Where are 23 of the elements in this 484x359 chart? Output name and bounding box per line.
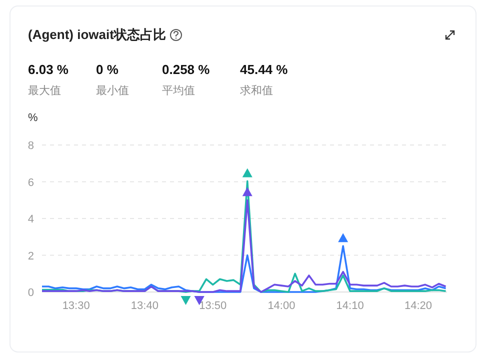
chart-title: (Agent) iowait状态占比 xyxy=(28,27,166,42)
y-tick-label: 0 xyxy=(28,287,34,299)
text: 求和值 xyxy=(240,84,273,97)
text: 平均值 xyxy=(162,85,195,97)
x-tick-label: 14:10 xyxy=(336,300,364,312)
y-axis-title: % xyxy=(28,112,38,124)
x-tick-label: 13:50 xyxy=(199,300,227,312)
x-tick-label: 13:40 xyxy=(130,300,158,312)
line-series xyxy=(41,245,447,293)
text: 0 % xyxy=(96,62,119,77)
text: 0.258 % xyxy=(162,62,210,77)
text: 45.44 % xyxy=(240,62,288,77)
text: 6.03 % xyxy=(28,62,69,77)
x-tick-label: 14:00 xyxy=(268,300,296,312)
y-tick-label: 8 xyxy=(28,140,34,152)
y-tick-label: 6 xyxy=(28,176,34,189)
x-tick-label: 14:20 xyxy=(404,300,432,312)
text: 最小值 xyxy=(96,84,129,97)
text: 最大值 xyxy=(28,84,61,97)
line-series xyxy=(41,199,447,293)
y-tick-label: 4 xyxy=(28,214,34,226)
y-tick-label: 2 xyxy=(28,250,34,262)
x-tick-label: 13:30 xyxy=(62,300,90,312)
